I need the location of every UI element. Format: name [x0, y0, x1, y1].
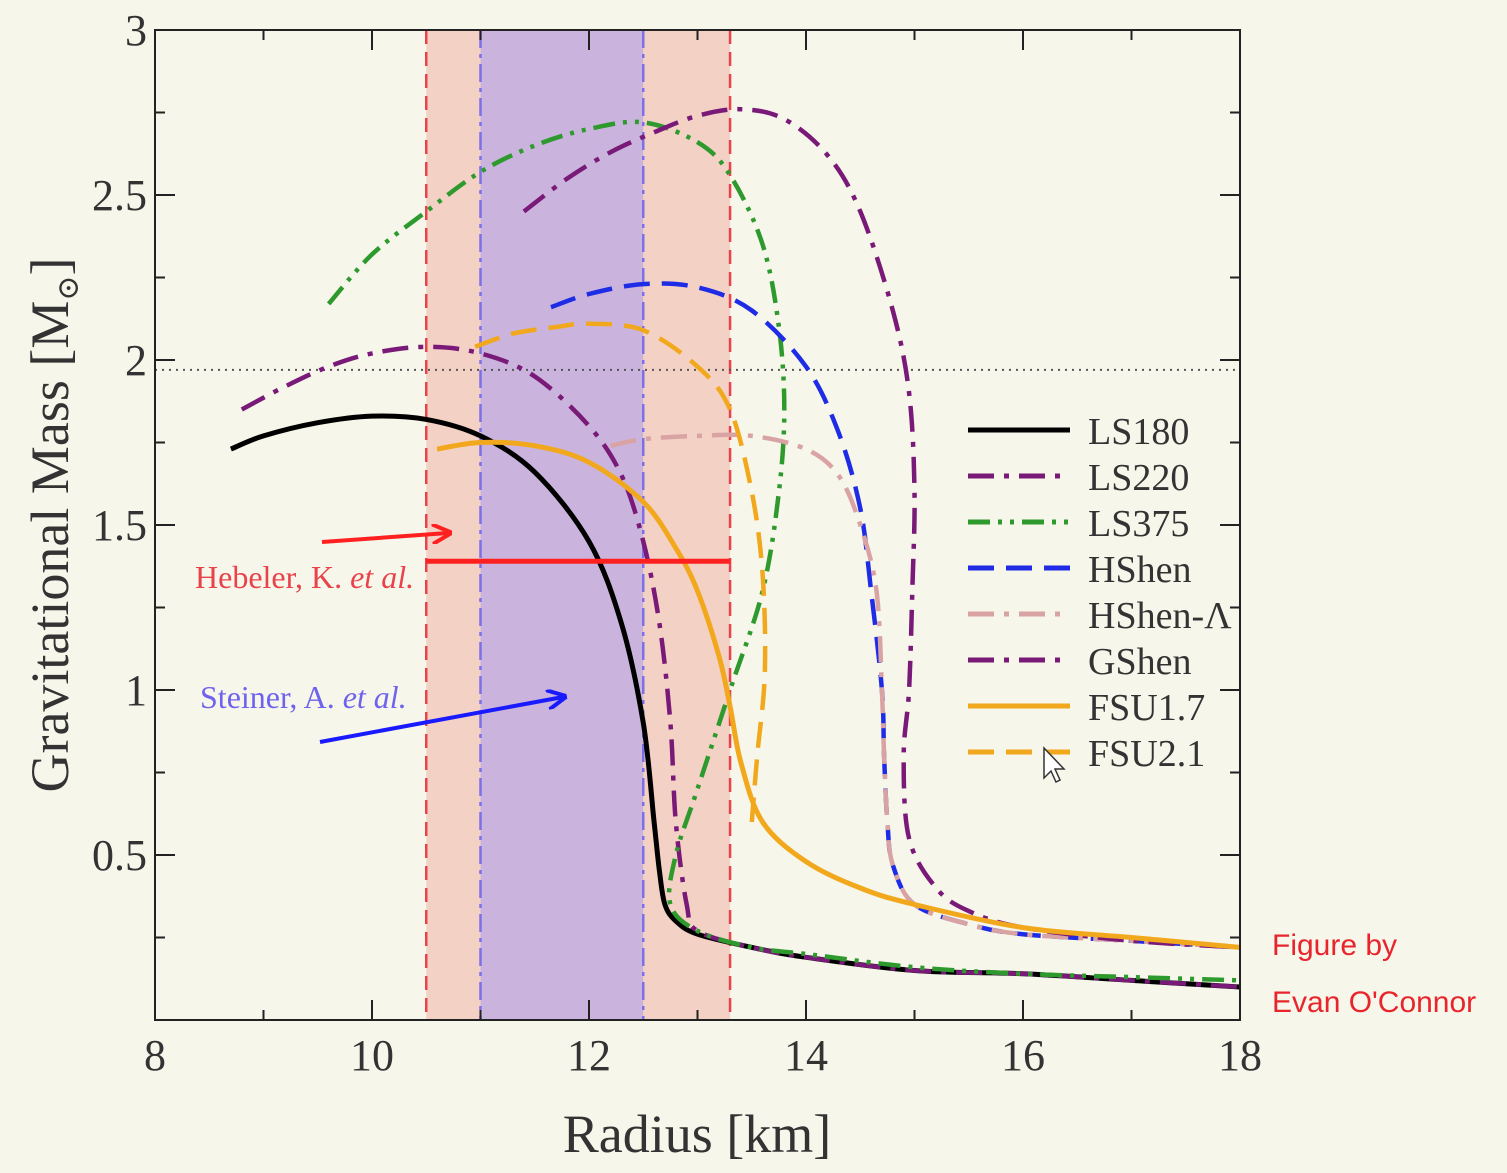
legend-label-gshen: GShen [1088, 641, 1191, 683]
series-line-fsu1-7 [436, 439, 1240, 950]
legend-label-fsu2-1: FSU2.1 [1088, 733, 1205, 775]
y-tick-label: 2 [125, 336, 147, 385]
axis-ticks: 8 10 12 14 16 18 0.5 1 1.5 2 2.5 3 [92, 6, 1262, 1080]
series-line-ls220 [240, 344, 1240, 990]
y-axis-label-group: Gravitational Mass [M⊙] [20, 257, 85, 792]
y-tick-label: 0.5 [92, 831, 147, 880]
series-line-fsu2-1 [474, 321, 768, 823]
x-tick-label: 14 [784, 1031, 828, 1080]
legend-label-hshen: HShen [1088, 549, 1191, 591]
x-tick-label: 16 [1001, 1031, 1045, 1080]
observation-bands [425, 30, 732, 1020]
y-tick-label: 2.5 [92, 171, 147, 220]
y-axis-label: Gravitational Mass [M⊙] [20, 257, 85, 792]
figure-credit-line2: Evan O'Connor [1272, 986, 1476, 1019]
x-tick-label: 8 [144, 1031, 166, 1080]
y-tick-label: 1 [125, 666, 147, 715]
legend-label-ls375: LS375 [1088, 503, 1189, 545]
y-tick-label: 3 [125, 6, 147, 55]
x-tick-label: 12 [567, 1031, 611, 1080]
legend-label-fsu1-7: FSU1.7 [1088, 687, 1205, 729]
x-tick-label: 18 [1218, 1031, 1262, 1080]
y-tick-label: 1.5 [92, 501, 147, 550]
x-axis-label: Radius [km] [563, 1104, 831, 1164]
x-tick-label: 10 [350, 1031, 394, 1080]
legend-label-ls180: LS180 [1088, 411, 1189, 453]
series-line-gshen [522, 106, 1240, 950]
series-layer [229, 106, 1240, 990]
band-steiner [480, 30, 644, 1020]
steiner-arrow [319, 697, 563, 744]
steiner-annotation: Steiner, A. et al. [200, 679, 407, 715]
legend-label-hshen: HShen-Λ [1088, 595, 1232, 637]
legend: LS180LS220LS375HShenHShen-ΛGShenFSU1.7FS… [968, 411, 1232, 775]
series-line-ls375 [326, 119, 1240, 983]
hebeler-annotation: Hebeler, K. et al. [195, 559, 414, 595]
figure-credit-line1: Figure by [1272, 929, 1397, 962]
hebeler-arrow [321, 533, 448, 542]
series-line-hshen [610, 432, 1240, 950]
legend-label-ls220: LS220 [1088, 457, 1189, 499]
mouse-pointer-icon [1043, 746, 1066, 784]
